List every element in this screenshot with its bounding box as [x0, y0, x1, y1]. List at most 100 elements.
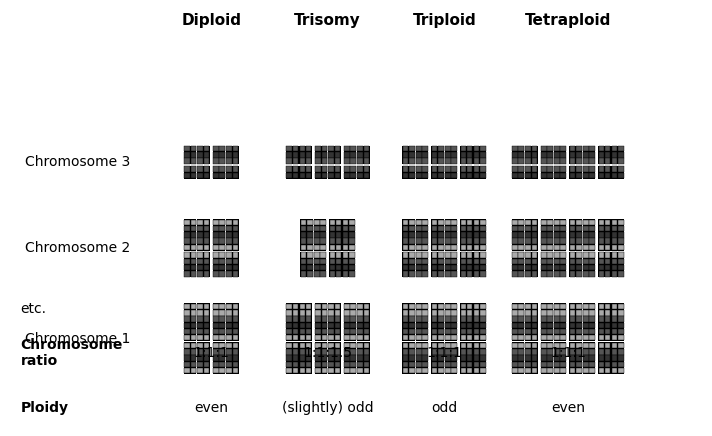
Bar [293, 355, 298, 361]
Bar [350, 152, 356, 158]
Bar [184, 361, 189, 367]
Bar [422, 226, 428, 232]
Bar [554, 342, 567, 374]
Bar [474, 173, 479, 178]
Bar [461, 220, 466, 225]
Bar [590, 368, 595, 373]
Bar [409, 220, 414, 225]
Bar [599, 167, 604, 172]
Bar [336, 220, 342, 225]
Bar [605, 167, 610, 172]
Text: even: even [551, 401, 585, 415]
Bar [554, 159, 560, 164]
Bar [474, 310, 479, 316]
Bar [409, 226, 414, 232]
Bar [197, 252, 203, 258]
Bar [525, 271, 531, 276]
Bar [306, 323, 311, 328]
Bar [300, 329, 305, 334]
Bar [612, 259, 617, 264]
Bar [560, 238, 566, 244]
Bar [548, 173, 553, 178]
Bar [541, 252, 547, 258]
Bar [541, 361, 547, 367]
Bar [612, 368, 617, 373]
Bar [431, 342, 444, 374]
Bar [350, 329, 356, 334]
Bar [349, 232, 355, 238]
Bar [197, 310, 203, 316]
Bar [599, 252, 604, 258]
Bar [344, 355, 350, 361]
Bar [554, 304, 560, 309]
Bar [438, 271, 444, 276]
Bar [467, 368, 473, 373]
Bar [402, 342, 415, 374]
Bar [605, 226, 610, 232]
Bar [422, 355, 428, 361]
Bar [605, 252, 610, 258]
Bar [460, 342, 473, 374]
Bar [474, 226, 479, 232]
Bar [480, 355, 486, 361]
Bar [204, 238, 209, 244]
Bar [213, 245, 219, 250]
Bar [403, 152, 409, 158]
Bar [409, 343, 414, 348]
Bar [328, 368, 334, 373]
Bar [590, 159, 595, 164]
Bar [432, 152, 437, 158]
Bar [307, 226, 313, 232]
Bar [560, 323, 566, 328]
Bar [300, 146, 305, 151]
Bar [328, 355, 334, 361]
Bar [548, 361, 553, 367]
Bar [451, 329, 457, 334]
Bar [560, 245, 566, 250]
Bar [541, 349, 547, 354]
Bar [460, 303, 473, 341]
Bar [344, 316, 350, 322]
Bar [293, 146, 298, 151]
Bar [213, 232, 219, 238]
Bar [599, 310, 604, 316]
Bar [226, 146, 232, 151]
Bar [525, 152, 531, 158]
Bar [532, 238, 537, 244]
Bar [409, 238, 414, 244]
Bar [548, 220, 553, 225]
Bar [467, 245, 473, 250]
Bar [314, 226, 320, 232]
Bar [570, 329, 575, 334]
Bar [307, 220, 313, 225]
Bar [451, 167, 457, 172]
Bar [417, 152, 422, 158]
Bar [461, 310, 466, 316]
Text: Diploid: Diploid [181, 13, 241, 27]
Bar [518, 316, 524, 322]
Bar [432, 349, 437, 354]
Bar [518, 335, 524, 341]
Bar [422, 159, 428, 164]
Bar [461, 355, 466, 361]
Bar [293, 329, 298, 334]
Bar [219, 232, 225, 238]
Bar [344, 343, 350, 348]
Bar [460, 146, 473, 164]
Bar [512, 245, 518, 250]
Bar [576, 167, 582, 172]
Bar [422, 152, 428, 158]
Bar [432, 310, 437, 316]
Bar [612, 304, 617, 309]
Bar [226, 219, 239, 251]
Bar [532, 361, 537, 367]
Bar [474, 335, 479, 341]
Bar [432, 252, 437, 258]
Bar [432, 238, 437, 244]
Bar [286, 310, 292, 316]
Bar [560, 271, 566, 276]
Bar [451, 238, 457, 244]
Bar [204, 310, 209, 316]
Bar [422, 316, 428, 322]
Bar [548, 265, 553, 270]
